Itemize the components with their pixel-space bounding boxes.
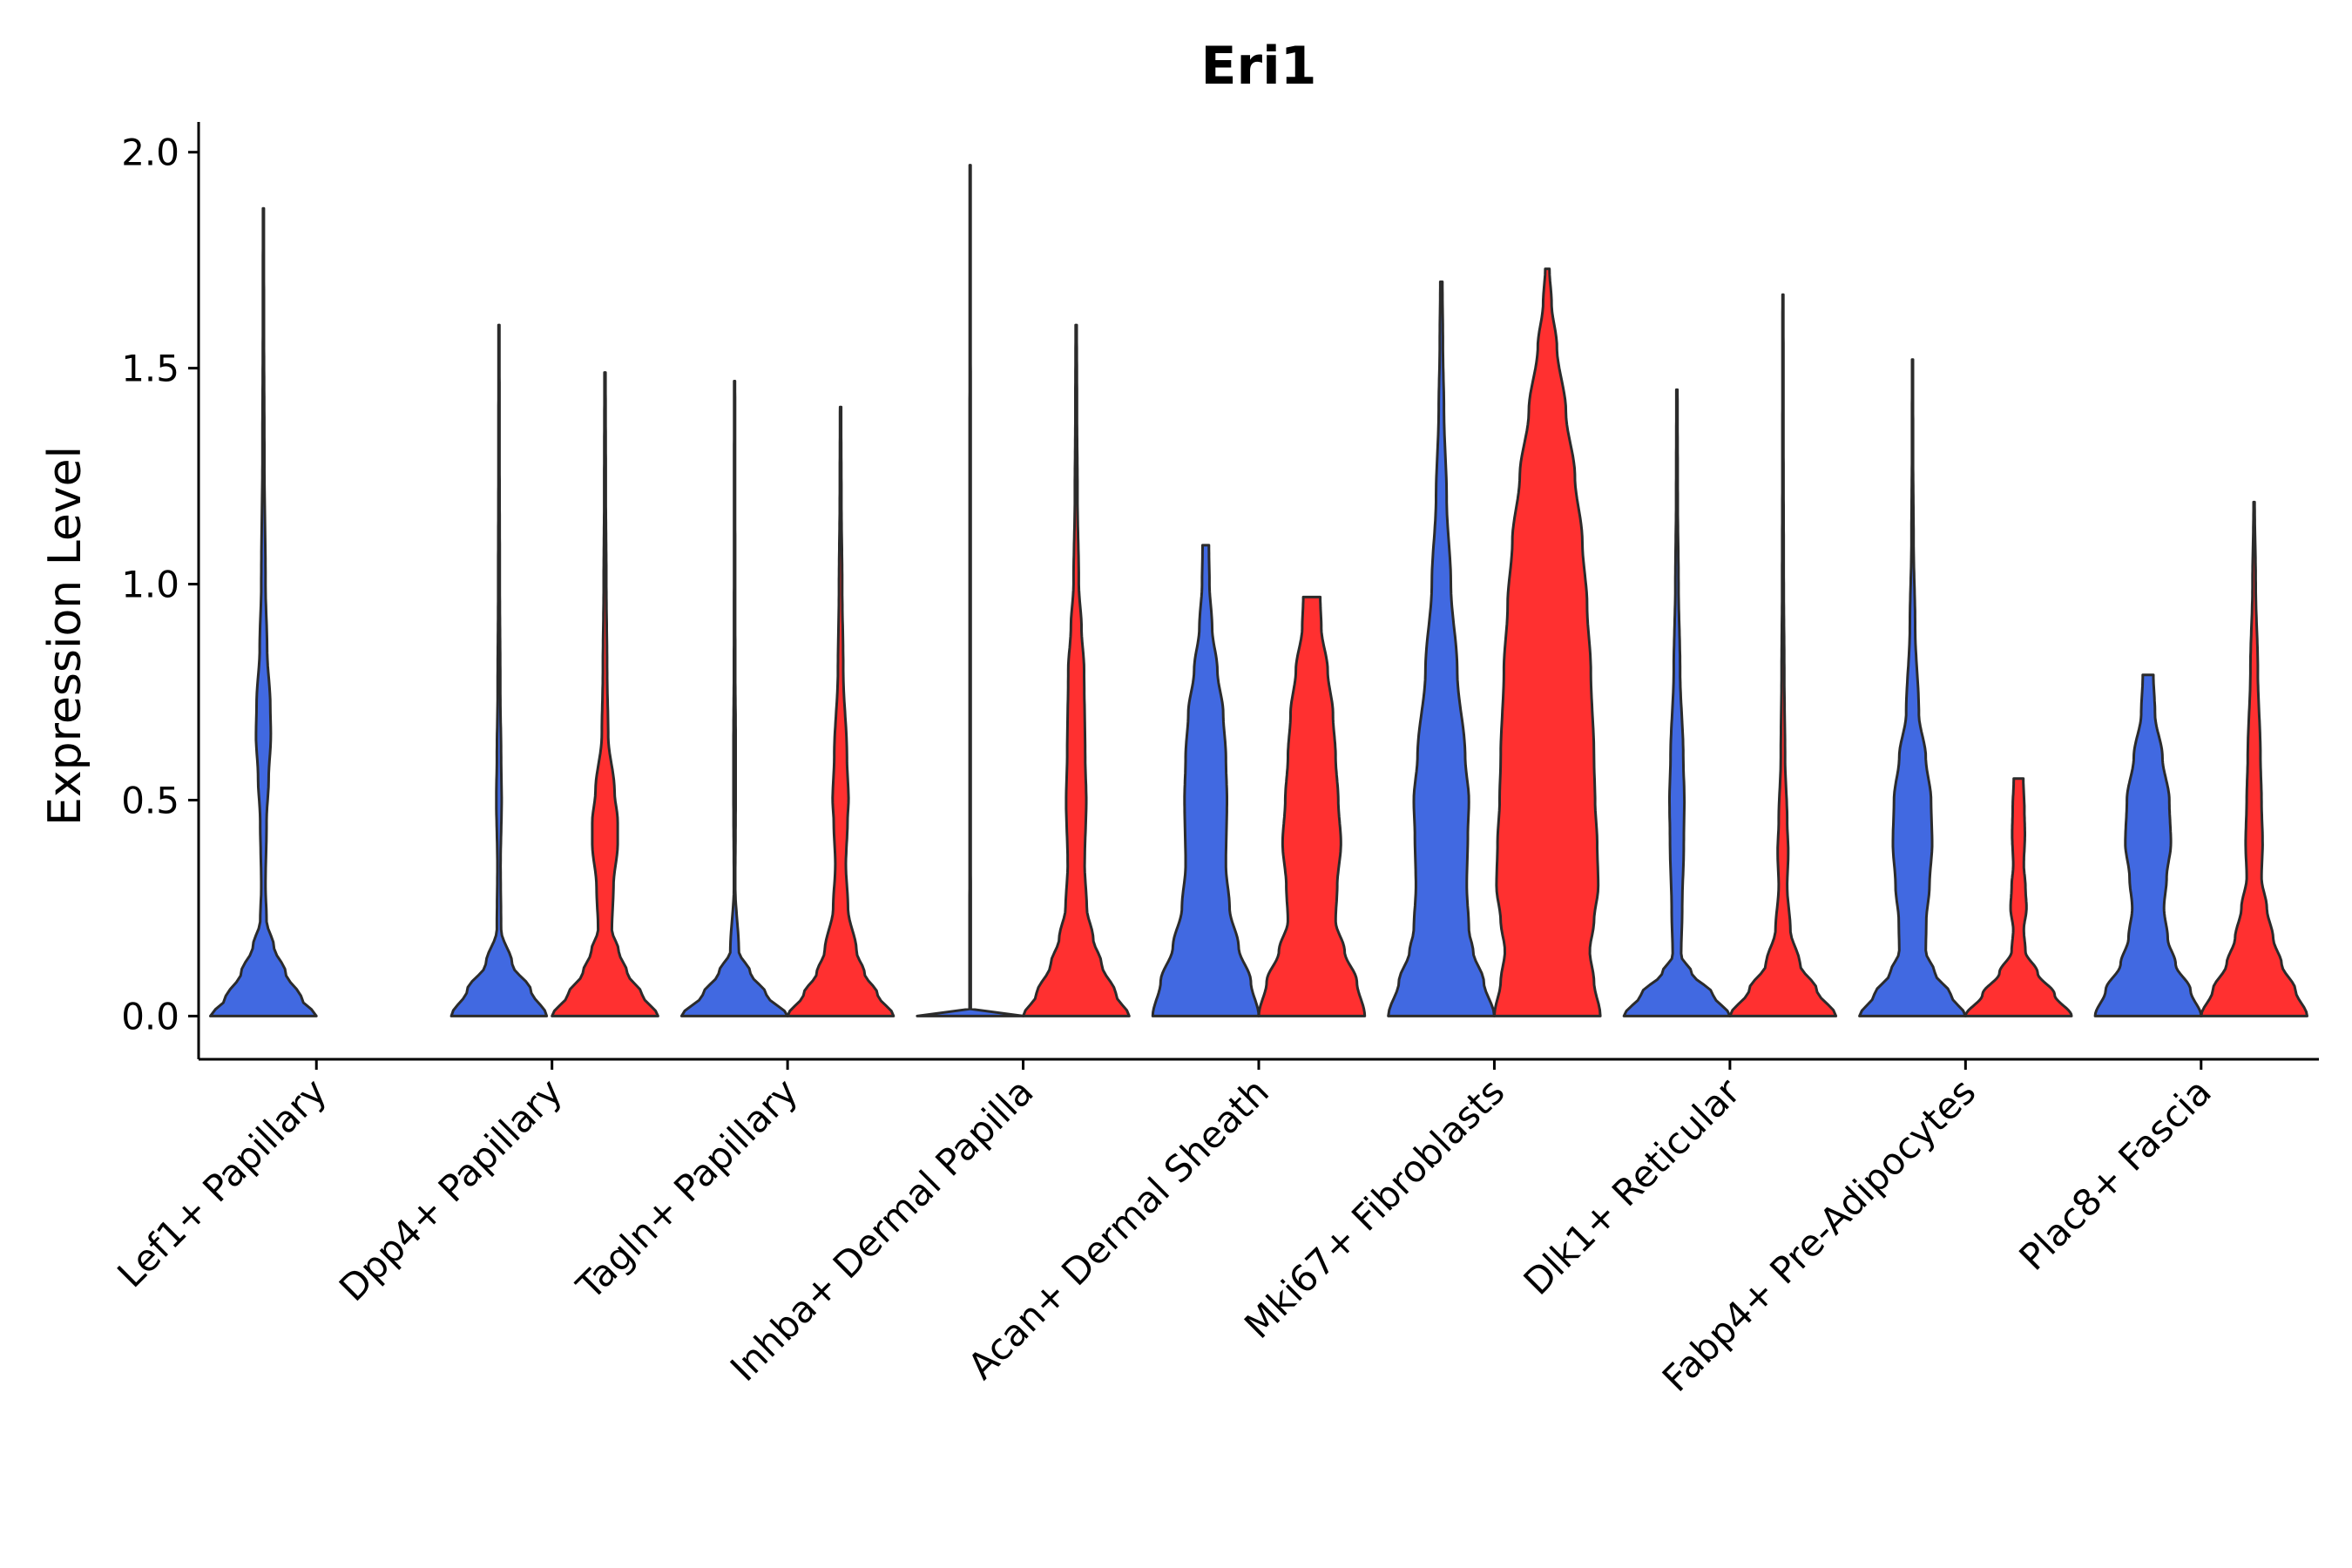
violin-group2-3 [786,405,896,1017]
violin-group1-8 [1858,358,1967,1017]
y-tick-label: 2.0 [121,132,179,174]
violin-group2-9 [2200,500,2308,1017]
y-tick-label: 1.5 [121,348,179,390]
violin-group1-3 [679,380,789,1017]
y-tick-label: 0.0 [121,995,179,1037]
x-tick-label: Plac8+ Fascia [2011,1070,2219,1278]
violin-group2-2 [551,371,659,1017]
y-tick-label: 0.5 [121,779,179,821]
violin-group [209,164,2308,1017]
x-tick-label: Dpp4+ Papillary [331,1070,571,1309]
x-tick-label: Dlk1+ Reticular [1515,1070,1748,1303]
violin-group1-6 [1387,280,1496,1017]
violin-group2-6 [1492,267,1602,1017]
violin-group1-4 [916,164,1025,1017]
y-axis-label: Expression Level [39,446,91,826]
violin-group2-4 [1022,323,1131,1017]
violin-group2-5 [1257,595,1367,1017]
violin-group1-1 [209,206,318,1017]
x-tick-label: Mki67+ Fibroblasts [1236,1070,1512,1346]
violin-group1-2 [449,323,549,1017]
y-axis: 0.0 0.5 1.0 1.5 2.0 [121,122,200,1059]
chart-title: Eri1 [1201,36,1317,97]
x-tick-label: Lef1+ Papillary [109,1070,335,1295]
violin-group1-9 [2093,673,2203,1017]
violin-group2-8 [1963,777,2073,1017]
violin-group1-7 [1622,388,1732,1017]
x-tick-label: Tagln+ Papillary [568,1070,806,1308]
violin-group2-7 [1728,293,1838,1017]
violin-group1-5 [1151,544,1260,1017]
y-tick-label: 1.0 [121,564,179,606]
